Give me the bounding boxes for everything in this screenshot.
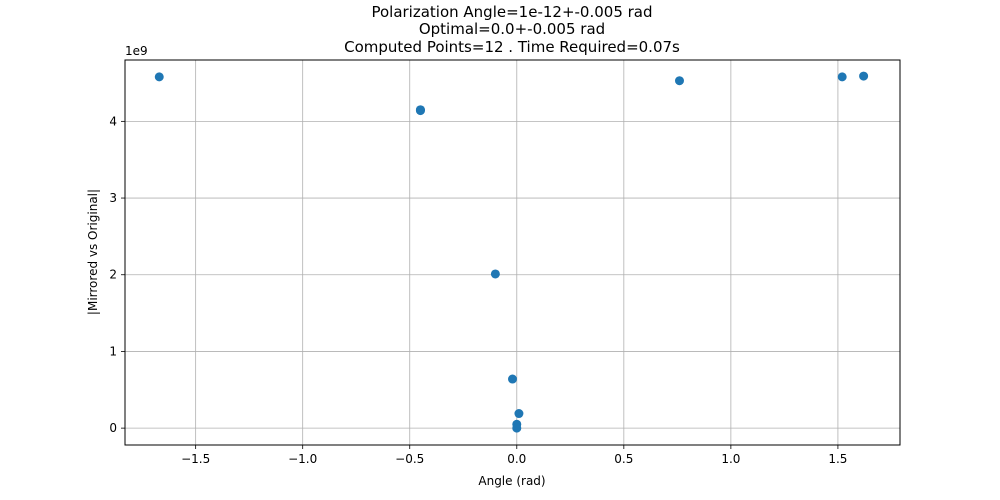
data-point	[674, 76, 684, 86]
y-tick-label: 3	[109, 191, 117, 205]
x-tick-label: −0.5	[395, 452, 424, 466]
y-tick-label: 1	[109, 344, 117, 358]
y-offset-label: 1e9	[125, 44, 148, 58]
chart-title-line-3: Computed Points=12 . Time Required=0.07s	[344, 38, 680, 56]
data-point	[837, 72, 847, 82]
chart-title-line-1: Polarization Angle=1e-12+-0.005 rad	[371, 3, 652, 21]
data-point	[415, 105, 425, 115]
x-tick-label: 0.5	[614, 452, 633, 466]
data-point	[514, 409, 524, 419]
data-point	[508, 374, 517, 384]
y-tick-label: 2	[109, 268, 117, 282]
x-tick-label: −1.5	[181, 452, 210, 466]
data-point	[859, 71, 869, 81]
y-axis-label: |Mirrored vs Original|	[86, 189, 100, 315]
plot-frame	[124, 59, 901, 446]
grid-lines	[125, 60, 900, 445]
x-tick-label: 0.0	[507, 452, 526, 466]
x-axis-label: Angle (rad)	[478, 474, 545, 488]
x-tick-label: 1.0	[721, 452, 740, 466]
data-point	[490, 269, 500, 279]
x-tick-label: −1.0	[288, 452, 317, 466]
data-point	[154, 72, 164, 82]
y-tick-label: 0	[109, 421, 117, 435]
chart-title-line-2: Optimal=0.0+-0.005 rad	[419, 20, 605, 38]
y-axis-ticks: 0 1 2 3 4	[109, 114, 125, 435]
y-tick-label: 4	[109, 114, 117, 128]
data-point	[512, 423, 522, 433]
x-tick-label: 1.5	[828, 452, 847, 466]
data-points	[154, 71, 869, 433]
x-axis-ticks: −1.5 −1.0 −0.5 0.0 0.5 1.0 1.5	[181, 445, 847, 466]
